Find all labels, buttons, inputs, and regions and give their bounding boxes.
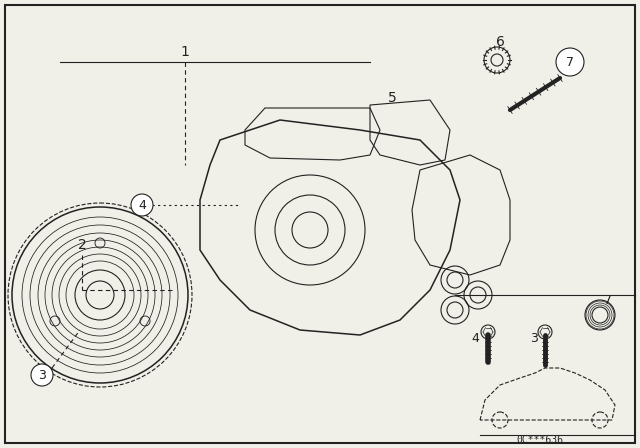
Text: 4: 4: [138, 198, 146, 211]
Text: 7: 7: [566, 56, 574, 69]
Text: 0C***636: 0C***636: [516, 435, 563, 445]
Text: 4: 4: [471, 332, 479, 345]
Text: 3: 3: [530, 332, 538, 345]
Circle shape: [131, 194, 153, 216]
Text: 2: 2: [77, 238, 86, 252]
Circle shape: [31, 364, 53, 386]
Text: 1: 1: [180, 45, 189, 59]
Text: 6: 6: [495, 35, 504, 49]
Text: 5: 5: [388, 91, 396, 105]
Circle shape: [556, 48, 584, 76]
Text: 3: 3: [38, 369, 46, 382]
Text: 7: 7: [604, 293, 612, 306]
